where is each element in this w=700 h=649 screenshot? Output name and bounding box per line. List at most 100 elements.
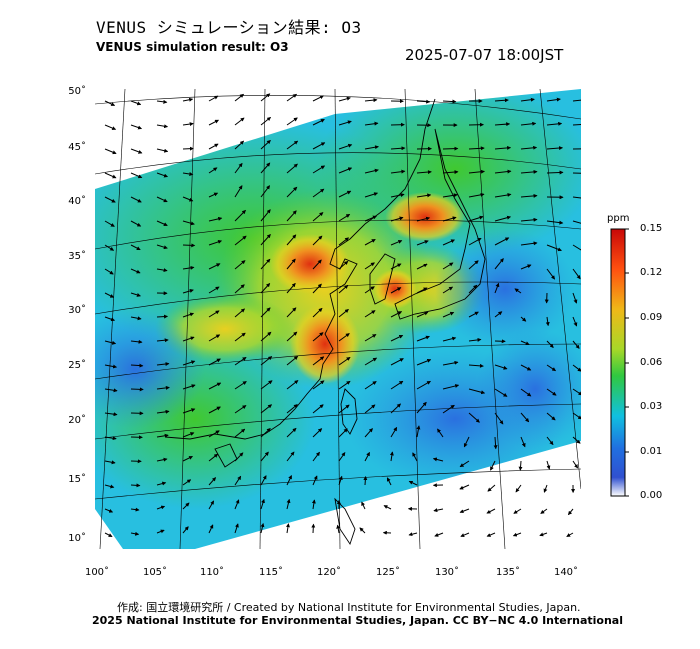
wind-arrow [182,220,195,226]
wind-arrow [442,360,459,366]
wind-arrow [234,284,245,294]
wind-arrow [566,532,574,537]
wind-arrow [363,476,368,486]
wind-arrow [286,451,295,462]
wind-arrow [312,212,324,222]
wind-arrow [546,364,557,372]
graticule [95,89,581,549]
wind-arrow [338,120,352,126]
wind-arrow [442,404,455,414]
wind-arrow [468,363,484,368]
wind-arrow [459,484,470,490]
wind-arrow [416,401,427,414]
wind-arrow [104,196,116,203]
wind-arrow [182,408,196,414]
wind-arrow [390,403,401,414]
wind-arrow [260,404,273,414]
wind-arrow [494,192,512,198]
wind-arrow [104,220,115,227]
wind-arrow [260,498,265,510]
concentration-field [95,89,581,549]
lat-tick: 10˚ [68,533,86,544]
colorbar [610,228,629,497]
wind-arrow [442,262,454,270]
title-english: VENUS simulation result: O3 [96,40,289,54]
wind-arrow [286,282,296,294]
wind-arrow [286,186,298,198]
wind-arrow [130,531,140,536]
wind-arrow [156,457,168,462]
wind-arrow [182,289,194,294]
wind-arrow [546,412,556,421]
wind-arrow [338,475,343,486]
wind-arrow [338,356,351,366]
wind-arrow [338,213,351,222]
wind-arrow [104,484,115,489]
wind-arrow [416,358,432,366]
wind-arrow [182,196,194,202]
wind-arrow [208,239,223,246]
wind-arrow [572,268,581,280]
wind-arrow [312,165,326,174]
wind-arrow [442,239,456,246]
wind-arrow [416,425,421,438]
wind-arrow [546,388,557,396]
wind-arrow [486,508,496,514]
wind-arrow [286,427,297,438]
wind-arrow [390,216,404,222]
wind-arrow [208,286,220,294]
wind-arrow [390,311,403,318]
wind-arrow [338,143,353,150]
lat-tick: 45˚ [68,142,86,153]
wind-arrow [260,162,271,174]
wind-arrow [572,172,581,174]
wind-arrow [364,192,379,198]
wind-arrow [338,404,350,414]
wind-arrow [104,316,116,322]
wind-arrow [494,412,504,425]
wind-arrow [520,97,535,102]
wind-arrow [182,526,189,534]
wind-arrow [494,237,510,246]
wind-arrow [416,193,432,198]
wind-arrow [468,192,485,198]
wind-arrow [572,123,581,126]
wind-arrow [260,234,271,246]
wind-arrow [182,384,196,390]
wind-arrow [130,244,141,251]
wind-arrow [487,484,496,492]
wind-arrow [442,384,460,390]
wind-arrow [156,148,169,153]
wind-arrow [104,292,115,298]
wind-arrow [104,412,118,417]
wind-arrow [459,460,470,468]
wind-arrow [104,148,117,155]
wind-arrow [364,98,378,103]
wind-arrow [513,508,522,514]
wind-arrow [520,340,530,346]
wind-arrow [234,185,243,198]
wind-arrow [104,244,115,251]
wind-arrow [234,162,243,174]
wind-arrow [208,334,221,342]
lat-tick: 20˚ [68,415,86,426]
wind-arrow [260,185,271,198]
wind-arrow [234,140,245,150]
wind-arrow [338,260,349,270]
wind-arrow [182,97,194,102]
wind-arrow [208,358,221,366]
wind-arrow [364,310,376,318]
wind-arrow [286,498,291,510]
wind-arrow [156,99,168,104]
wind-arrow [182,265,195,270]
wind-arrow [390,426,398,438]
wind-arrow [156,268,168,273]
wind-arrow [390,358,404,366]
wind-arrow [416,216,431,222]
wind-arrow [156,172,169,178]
wind-arrow [208,500,215,510]
wind-arrow [260,451,269,462]
wind-arrow [572,292,578,304]
wind-arrow [286,380,299,390]
wind-arrow [468,412,480,423]
